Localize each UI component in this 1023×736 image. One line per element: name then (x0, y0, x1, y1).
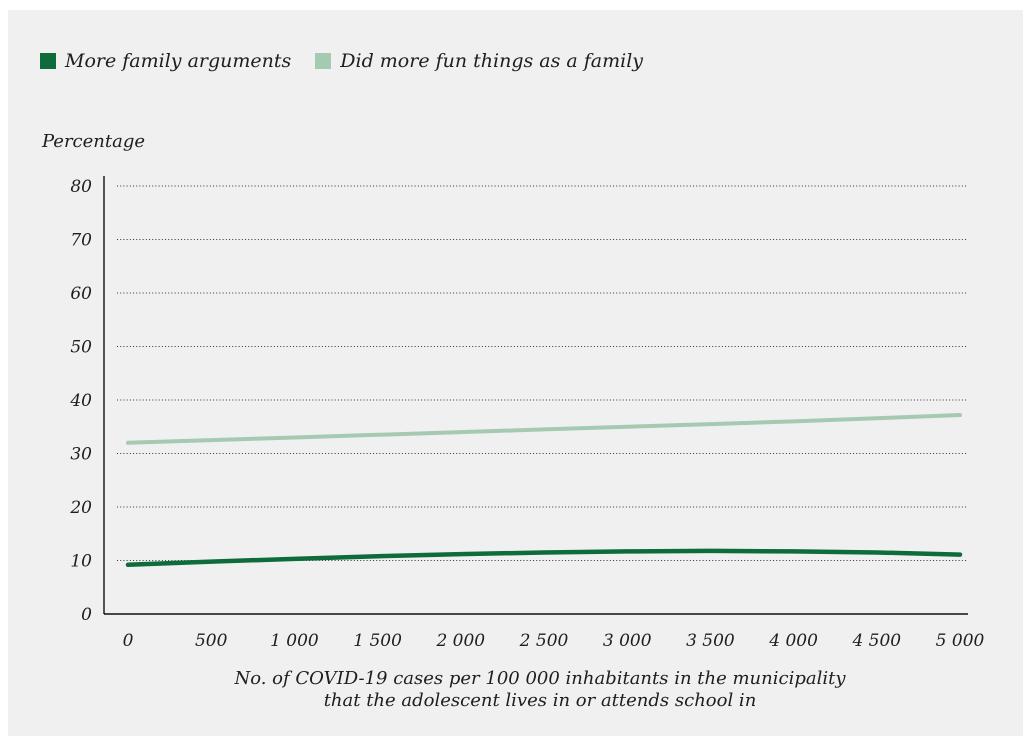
x-tick-label-3000: 3 000 (603, 631, 652, 651)
y-tick-label-50: 50 (70, 338, 92, 358)
y-tick-label-60: 60 (70, 284, 92, 304)
legend-item-fun-things: Did more fun things as a family (315, 50, 643, 72)
x-tick-label-2500: 2 500 (519, 631, 569, 651)
chart-panel (8, 10, 1023, 736)
y-axis-title: Percentage (42, 131, 146, 152)
legend-swatch-fun-things (315, 53, 332, 69)
y-tick-label-30: 30 (70, 445, 92, 465)
x-tick-label-1500: 1 500 (353, 631, 402, 651)
y-tick-label-10: 10 (70, 552, 92, 572)
legend-item-arguments: More family arguments (40, 50, 291, 72)
y-tick-label-0: 0 (81, 605, 92, 625)
x-tick-label-1000: 1 000 (270, 631, 319, 651)
x-tick-label-2000: 2 000 (435, 631, 485, 651)
y-tick-label-40: 40 (69, 391, 92, 411)
legend-label-arguments: More family arguments (65, 50, 292, 72)
x-tick-label-4500: 4 500 (851, 631, 901, 651)
y-tick-label-20: 20 (69, 498, 92, 518)
x-tick-label-4000: 4 000 (768, 631, 818, 651)
y-tick-label-80: 80 (70, 177, 92, 197)
x-axis-title-line2: that the adolescent lives in or attends … (323, 690, 757, 711)
series-line-family-arguments (125, 548, 963, 568)
x-axis-title-line1: No. of COVID-19 cases per 100 000 inhabi… (234, 668, 846, 689)
legend-label-fun-things: Did more fun things as a family (340, 50, 644, 72)
legend: More family arguments Did more fun thing… (40, 48, 667, 74)
y-tick-label-70: 70 (70, 231, 92, 251)
x-tick-label-5000: 5 000 (936, 631, 985, 651)
x-tick-label-500: 500 (195, 631, 228, 651)
series-line-fun-things (126, 413, 962, 445)
legend-swatch-arguments (40, 53, 56, 69)
x-tick-label-3500: 3 500 (686, 631, 735, 651)
x-tick-label-0: 0 (123, 631, 134, 651)
x-axis-title: No. of COVID-19 cases per 100 000 inhabi… (180, 668, 900, 712)
